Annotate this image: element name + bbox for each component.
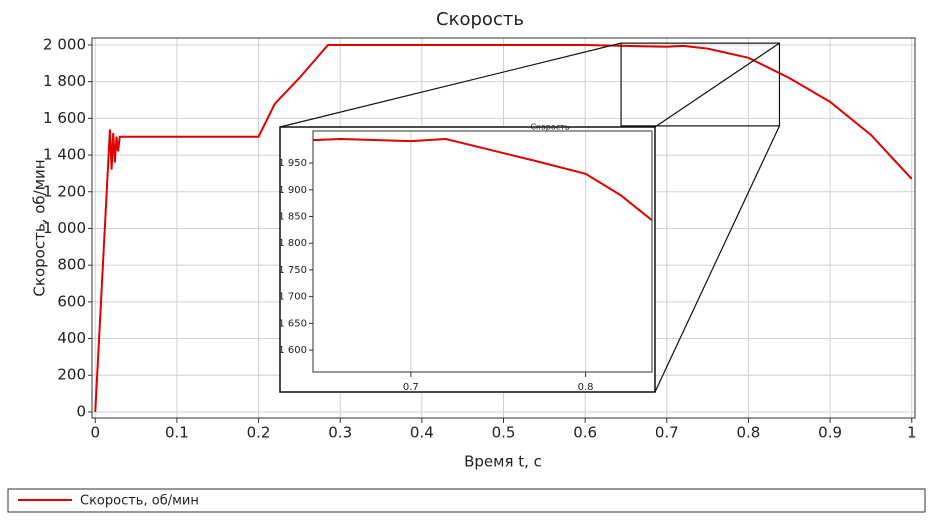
y-tick-label: 1 000 [43, 219, 86, 237]
x-tick-label: 0.8 [737, 424, 761, 442]
x-tick-label: 0 [90, 424, 100, 442]
y-tick-label: 1 200 [43, 182, 86, 200]
x-tick-label: 0.7 [655, 424, 679, 442]
y-tick-label: 1 650 [278, 318, 307, 329]
y-tick-label: 1 850 [278, 211, 307, 222]
y-tick-label: 200 [57, 366, 86, 384]
x-tick-label: 0.2 [247, 424, 271, 442]
legend-label: Скорость, об/мин [80, 494, 199, 509]
plot-frame [91, 37, 916, 419]
y-tick-label: 800 [57, 256, 86, 274]
y-axis-label: Скорость, об/мин [31, 159, 49, 296]
inset-title: Скорость [530, 123, 569, 132]
plot-frame [312, 130, 653, 373]
x-tick-label: 0.7 [403, 382, 419, 393]
zoom-connector [654, 125, 781, 393]
y-tick-label: 1 900 [278, 185, 307, 196]
zoom-connector [279, 42, 622, 128]
x-tick-label: 0.4 [410, 424, 434, 442]
series-line [94, 43, 913, 412]
zoom-box [620, 42, 781, 127]
y-tick-label: 2 000 [43, 35, 86, 53]
x-tick-label: 0.3 [328, 424, 352, 442]
y-tick-label: 1 600 [278, 345, 307, 356]
y-tick-label: 400 [57, 329, 86, 347]
x-tick-label: 0.9 [818, 424, 842, 442]
series-line [313, 138, 652, 222]
x-tick-label: 1 [907, 424, 917, 442]
y-tick-label: 1 750 [278, 265, 307, 276]
y-tick-label: 1 400 [43, 146, 86, 164]
inset-frame [279, 126, 656, 393]
x-tick-label: 0.6 [573, 424, 597, 442]
zoom-connector [654, 42, 780, 128]
legend-box [7, 488, 926, 513]
x-axis-label: Время t, с [464, 453, 542, 471]
y-tick-label: 1 700 [278, 292, 307, 303]
x-tick-label: 0.1 [165, 424, 189, 442]
y-tick-label: 1 950 [278, 158, 307, 169]
chart-title: Скорость [436, 9, 524, 30]
y-tick-label: 600 [57, 292, 86, 310]
y-tick-label: 1 800 [278, 238, 307, 249]
x-tick-label: 0.8 [578, 382, 594, 393]
y-tick-label: 0 [76, 402, 86, 420]
y-tick-label: 1 600 [43, 109, 86, 127]
x-tick-label: 0.5 [492, 424, 516, 442]
y-tick-label: 1 800 [43, 72, 86, 90]
